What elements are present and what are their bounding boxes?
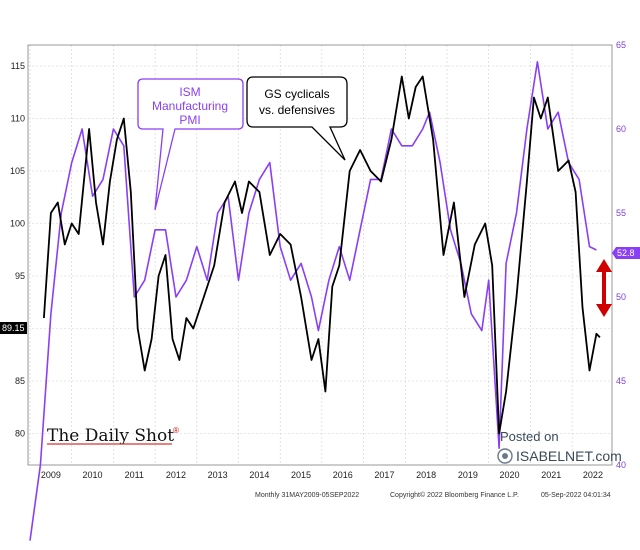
x-tick-label: 2013 [208, 470, 228, 480]
y-right-tick-label: 60 [616, 124, 626, 134]
ism-callout: ISM Manufacturing PMI [137, 78, 244, 211]
x-tick-label: 2010 [83, 470, 103, 480]
x-tick-label: 2011 [125, 470, 144, 480]
series-layer [29, 61, 601, 541]
isabelnet-watermark: Posted on ISABELNET.com [497, 429, 622, 464]
left-last-value-badge: 89.15 [0, 322, 27, 334]
gs-callout-line-2: vs. defensives [259, 103, 335, 117]
isabelnet-logo-icon [497, 448, 513, 464]
x-tick-label: 2021 [541, 470, 561, 480]
x-tick-label: 2019 [458, 470, 478, 480]
y-right-tick-label: 55 [616, 208, 626, 218]
y-right-tick-label: 65 [616, 40, 626, 50]
y-left-tick-label: 100 [10, 219, 25, 229]
y-left-tick-label: 85 [15, 376, 25, 386]
y-right-tick-label: 50 [616, 292, 626, 302]
isabelnet-site: ISABELNET.com [516, 448, 622, 464]
y-axis-right: 40 45 50 55 60 65 [616, 40, 626, 470]
series-line-gs-cyclicals [43, 75, 601, 435]
ism-callout-line-1: ISM [179, 85, 200, 99]
posted-on-text: Posted on [500, 429, 559, 444]
red-double-arrow [596, 259, 612, 317]
x-tick-label: 2017 [374, 470, 394, 480]
daily-shot-brand: The Daily Shot [47, 426, 174, 446]
x-tick-label: 2020 [500, 470, 520, 480]
ism-callout-line-3: PMI [179, 113, 200, 127]
x-tick-label: 2014 [249, 470, 269, 480]
y-left-tick-label: 110 [11, 114, 25, 124]
gs-callout: GS cyclicals vs. defensives [246, 76, 348, 161]
x-axis: 2009 2010 2011 2012 2013 2014 2015 2016 2017 2018… [41, 470, 603, 480]
ism-callout-line-2: Manufacturing [152, 99, 228, 113]
y-right-tick-label: 45 [616, 376, 626, 386]
x-tick-label: 2018 [416, 470, 436, 480]
daily-shot-registered-mark: ® [173, 426, 179, 435]
y-left-tick-label: 95 [15, 271, 25, 281]
x-tick-label: 2016 [333, 470, 353, 480]
left-last-value: 89.15 [2, 323, 25, 333]
y-left-tick-label: 105 [10, 166, 25, 176]
series-line-ism-pmi [29, 61, 597, 541]
right-last-value: 52.8 [617, 248, 635, 258]
daily-shot-logo: The Daily Shot ® [47, 426, 179, 446]
y-left-tick-label: 115 [11, 61, 25, 71]
y-right-tick-label: 40 [616, 460, 626, 470]
x-tick-label: 2012 [166, 470, 186, 480]
right-last-value-badge: 52.8 [612, 247, 640, 259]
x-tick-label: 2009 [41, 470, 61, 480]
footer-range: Monthly 31MAY2009-05SEP2022 [255, 492, 359, 499]
y-left-tick-label: 80 [15, 429, 25, 439]
x-tick-label: 2015 [291, 470, 311, 480]
y-axis-left: 80859095100105110115 [10, 61, 25, 439]
x-tick-label: 2022 [583, 470, 603, 480]
footer-copyright: Copyright© 2022 Bloomberg Finance L.P. [390, 491, 519, 499]
gs-callout-line-1: GS cyclicals [264, 87, 329, 101]
footer-timestamp: 05-Sep-2022 04:01:34 [541, 492, 611, 499]
plot-frame [27, 44, 613, 466]
